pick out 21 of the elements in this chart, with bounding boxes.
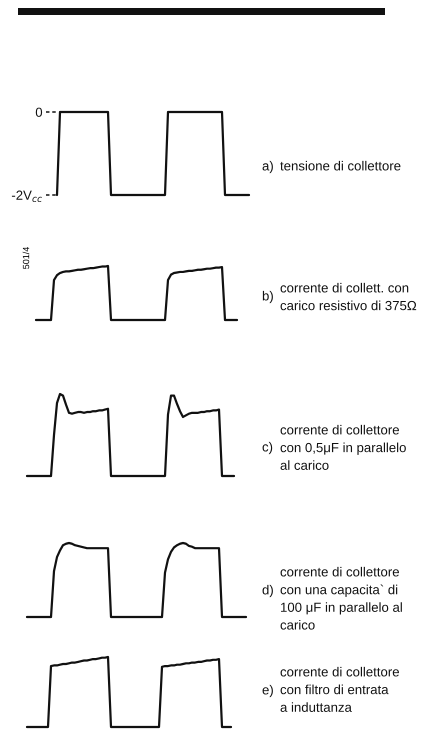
text: carico resistivo di 375Ω [280, 300, 416, 310]
text: a) [262, 160, 273, 174]
text: con filtro di entrata [280, 684, 389, 694]
text: corrente di collett. con [280, 282, 408, 293]
text: e) [262, 684, 273, 698]
text: corrente di collettore [280, 566, 399, 577]
text: c) [262, 442, 272, 454]
text: 100 μF in parallelo al [281, 602, 402, 615]
text: carico [280, 620, 315, 630]
text: d) [262, 584, 273, 598]
text: corrente di collettore [280, 666, 399, 677]
text: b) [262, 290, 273, 304]
text: a induttanza [280, 702, 352, 712]
y-tick-label: 0 [36, 108, 42, 117]
text: al carico [280, 460, 329, 470]
text: tensione di collettore [280, 160, 400, 171]
text: con 0,5μF in parallelo [280, 442, 406, 455]
text: corrente di collettore [280, 424, 399, 435]
text: con una capacita` di [280, 584, 398, 597]
y-axis-title: 501/4 [22, 246, 30, 269]
y-tick-label: -2V$_{cc}$ [12, 190, 42, 202]
